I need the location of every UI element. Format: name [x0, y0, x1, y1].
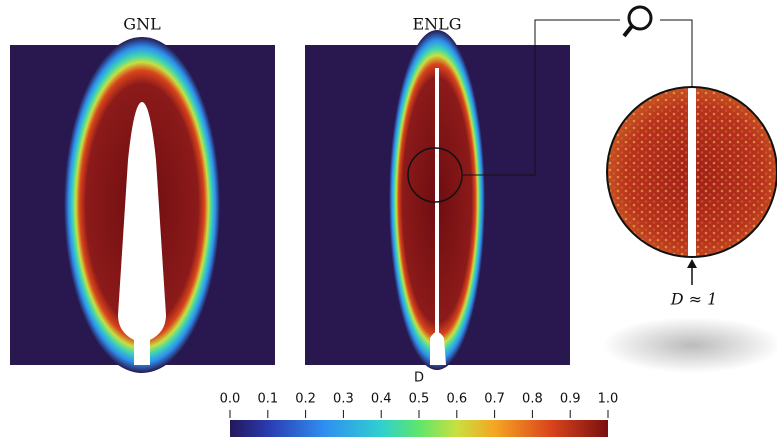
colorbar-tick-label: 0.6 [446, 392, 467, 407]
colorbar-tick-label: 0.4 [371, 392, 392, 407]
enlg-field [305, 30, 570, 370]
panel-title: GNL [123, 15, 161, 34]
arrow [687, 259, 697, 285]
colorbar-label: D [414, 371, 424, 386]
colorbar-tick-label: 0.7 [484, 392, 505, 407]
colorbar-tick-label: 0.9 [560, 392, 581, 407]
zoom-connector [462, 5, 693, 176]
colorbar-tick-label: 0.8 [522, 392, 543, 407]
panel-title: ENLG [412, 15, 461, 34]
zoom-border [606, 86, 777, 258]
zoom-annotation: D ≈ 1 [670, 290, 718, 309]
colorbar-tick-label: 0.1 [257, 392, 278, 407]
colorbar-tick-label: 0.5 [409, 392, 430, 407]
shadow [602, 317, 777, 373]
colorbar [230, 420, 608, 437]
zoom-view [607, 87, 777, 257]
colorbar-tick-label: 1.0 [598, 392, 619, 407]
colorbar-tick-label: 0.2 [295, 392, 316, 407]
colorbar-tick-label: 0.3 [333, 392, 354, 407]
colorbar-tick-label: 0.0 [220, 392, 241, 407]
gnl-field [10, 37, 275, 373]
